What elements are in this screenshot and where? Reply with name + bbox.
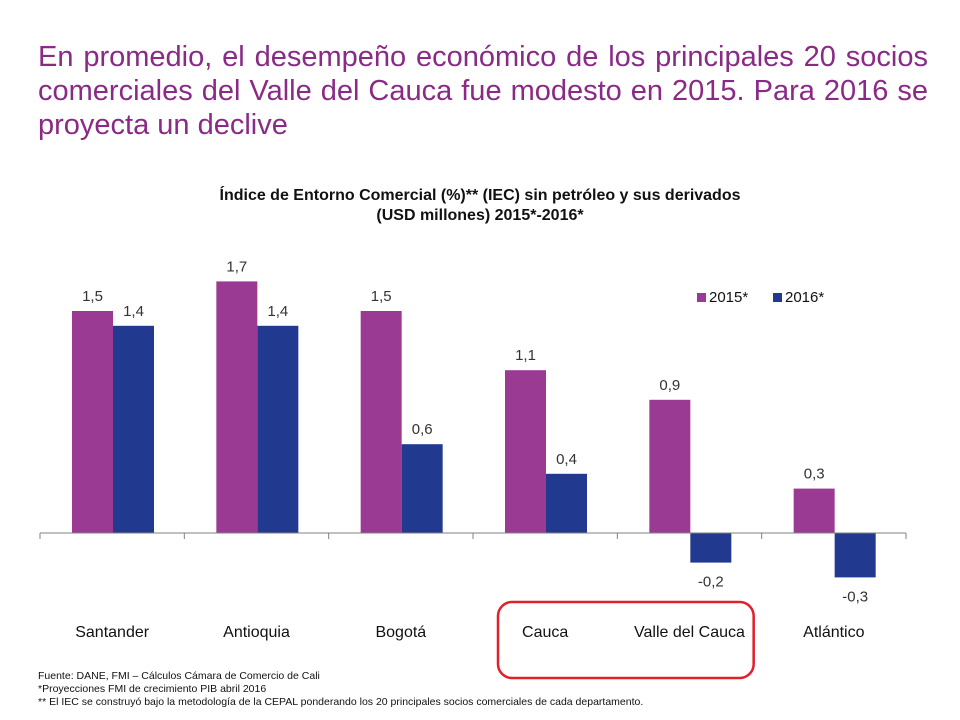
data-label-2015-1: 1,7 xyxy=(226,258,247,275)
data-label-2015-2: 1,5 xyxy=(371,288,392,305)
bar-2015-1 xyxy=(216,281,258,533)
data-label-2015-5: 0,3 xyxy=(804,466,825,483)
chart-title: Índice de Entorno Comercial (%)** (IEC) … xyxy=(0,186,960,226)
legend-label-2016: 2016* xyxy=(785,289,824,306)
bar-2015-2 xyxy=(360,311,402,533)
bar-2016-3 xyxy=(546,473,587,533)
category-label-3: Cauca xyxy=(522,624,568,641)
bar-2015-0 xyxy=(72,311,113,533)
category-label-4: Valle del Cauca xyxy=(634,624,745,641)
category-label-1: Antioquia xyxy=(223,624,290,641)
data-label-2016-3: 0,4 xyxy=(556,451,577,468)
data-label-2016-4: -0,2 xyxy=(698,574,724,591)
data-label-2016-2: 0,6 xyxy=(412,421,433,438)
headline: En promedio, el desempeño económico de l… xyxy=(38,41,928,141)
highlight-box xyxy=(496,600,755,680)
footnote-source: Fuente: DANE, FMI – Cálculos Cámara de C… xyxy=(38,670,320,682)
bar-2016-4 xyxy=(690,533,732,563)
data-label-2015-3: 1,1 xyxy=(515,347,536,364)
data-label-2016-1: 1,4 xyxy=(267,303,288,320)
category-label-2: Bogotá xyxy=(375,624,426,641)
legend-swatch-2016 xyxy=(773,293,782,302)
category-label-5: Atlántico xyxy=(803,624,864,641)
data-label-2016-0: 1,4 xyxy=(123,303,144,320)
data-label-2015-4: 0,9 xyxy=(659,377,680,394)
footnote-methodology: ** El IEC se construyó bajo la metodolog… xyxy=(38,696,644,708)
footnote-projection: *Proyecciones FMI de crecimiento PIB abr… xyxy=(38,683,267,695)
bar-2016-2 xyxy=(401,444,443,533)
legend-label-2015: 2015* xyxy=(709,289,748,306)
data-label-2015-0: 1,5 xyxy=(82,288,103,305)
data-label-2016-5: -0,3 xyxy=(842,588,868,605)
bar-2015-5 xyxy=(793,488,835,533)
footnotes: Fuente: DANE, FMI – Cálculos Cámara de C… xyxy=(38,670,938,709)
bar-2015-3 xyxy=(505,370,546,533)
bar-2016-1 xyxy=(257,325,299,533)
category-label-0: Santander xyxy=(75,624,150,641)
chart-title-line-2: (USD millones) 2015*-2016* xyxy=(376,207,584,224)
bar-2016-0 xyxy=(113,325,154,533)
bar-2016-5 xyxy=(834,533,876,578)
chart-title-line-1: Índice de Entorno Comercial (%)** (IEC) … xyxy=(219,187,741,204)
legend-swatch-2015 xyxy=(697,293,706,302)
bar-2015-4 xyxy=(649,399,691,533)
